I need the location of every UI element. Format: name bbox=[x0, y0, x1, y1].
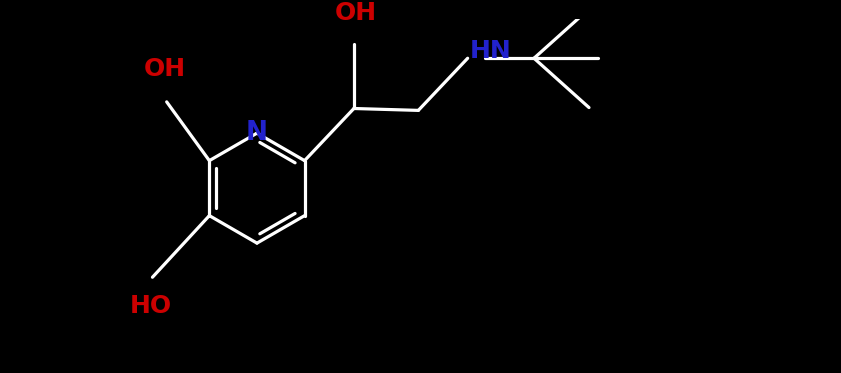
Text: N: N bbox=[246, 120, 268, 146]
Text: HO: HO bbox=[130, 294, 172, 318]
Text: OH: OH bbox=[144, 57, 186, 81]
Text: HN: HN bbox=[469, 39, 511, 63]
Text: OH: OH bbox=[335, 1, 377, 25]
